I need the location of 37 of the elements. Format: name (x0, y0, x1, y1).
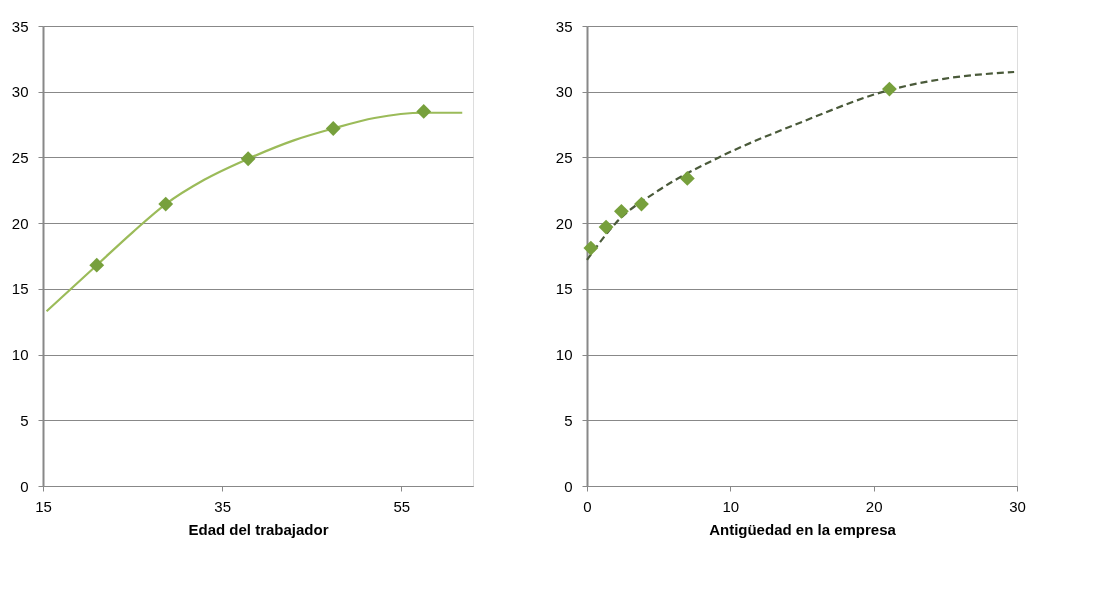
point (598, 219, 614, 235)
point (613, 203, 629, 219)
y-tick-label: 20 (11, 214, 29, 232)
x-tick-label: 55 (393, 497, 411, 515)
x-axis-title: Antigüedad en la empresa (709, 520, 897, 538)
y-tick-label: 25 (11, 148, 29, 166)
y-tick-label: 15 (555, 280, 573, 298)
x-tick-label: 0 (583, 497, 592, 515)
y-tick-label: 10 (555, 346, 573, 364)
y-tick-label: 35 (11, 17, 29, 35)
y-tick-label: 5 (20, 411, 29, 429)
x-axis-title: Edad del trabajador (188, 520, 329, 538)
line-series (585, 70, 1016, 262)
point (634, 196, 649, 212)
y-tick-label: 30 (555, 83, 573, 101)
point (158, 196, 174, 212)
y-tick-label: 25 (555, 148, 573, 166)
point (882, 81, 897, 97)
y-tick-label: 20 (555, 214, 573, 232)
point (679, 171, 695, 186)
point (240, 151, 256, 167)
x-tick-label: 15 (35, 497, 52, 515)
x-tick-label: 30 (1009, 497, 1026, 515)
y-tick-label: 30 (11, 83, 29, 101)
x-tick-label: 10 (722, 497, 740, 515)
point (89, 257, 105, 273)
point (416, 104, 432, 119)
point (583, 240, 599, 256)
y-tick-label: 35 (555, 17, 573, 35)
x-tick-label: 35 (214, 497, 232, 515)
y-tick-label: 0 (564, 477, 573, 495)
y-tick-label: 15 (11, 280, 29, 298)
y-tick-label: 5 (564, 411, 573, 429)
y-tick-label: 10 (11, 346, 29, 364)
x-tick-label: 20 (865, 497, 883, 515)
y-tick-label: 0 (20, 477, 29, 495)
point (325, 121, 341, 136)
